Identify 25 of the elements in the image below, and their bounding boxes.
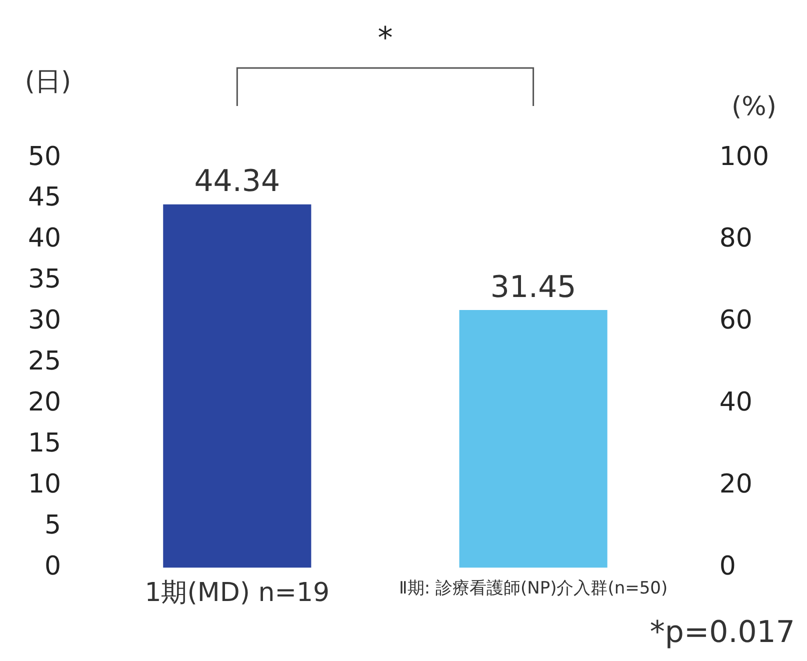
x-tick-label: 1期(MD) n=19 <box>144 578 330 608</box>
y2-tick-label: 40 <box>719 388 752 418</box>
y2-tick-label: 100 <box>719 142 770 172</box>
y2-tick-label: 80 <box>719 224 752 254</box>
y-tick-label: 40 <box>28 224 62 254</box>
y-tick-label: 10 <box>28 470 62 500</box>
y-tick-label: 30 <box>28 306 62 336</box>
y2-tick-label: 0 <box>719 552 736 582</box>
text: *p=0.017 <box>650 614 795 650</box>
x-tick-label: Ⅱ期: 診療看護師(NP)介入群(n=50) <box>398 578 668 598</box>
y2-axis-title: (%) <box>732 92 776 122</box>
data-label: 31.45 <box>490 270 576 305</box>
y-tick-label: 20 <box>28 388 62 418</box>
data-label: 44.34 <box>194 164 280 200</box>
y2-tick-label: 60 <box>719 306 752 336</box>
y2-tick-label: 20 <box>719 470 752 500</box>
text: * <box>378 20 393 56</box>
y-axis-title: (日) <box>24 66 72 97</box>
y-tick-label: 0 <box>44 552 62 582</box>
y-tick-label: 15 <box>28 428 62 459</box>
y-tick-label: 50 <box>28 142 62 172</box>
y-tick-label: 25 <box>28 346 62 377</box>
y-tick-label: 45 <box>28 182 62 213</box>
y-tick-label: 5 <box>44 510 62 541</box>
y-tick-label: 35 <box>28 264 62 295</box>
